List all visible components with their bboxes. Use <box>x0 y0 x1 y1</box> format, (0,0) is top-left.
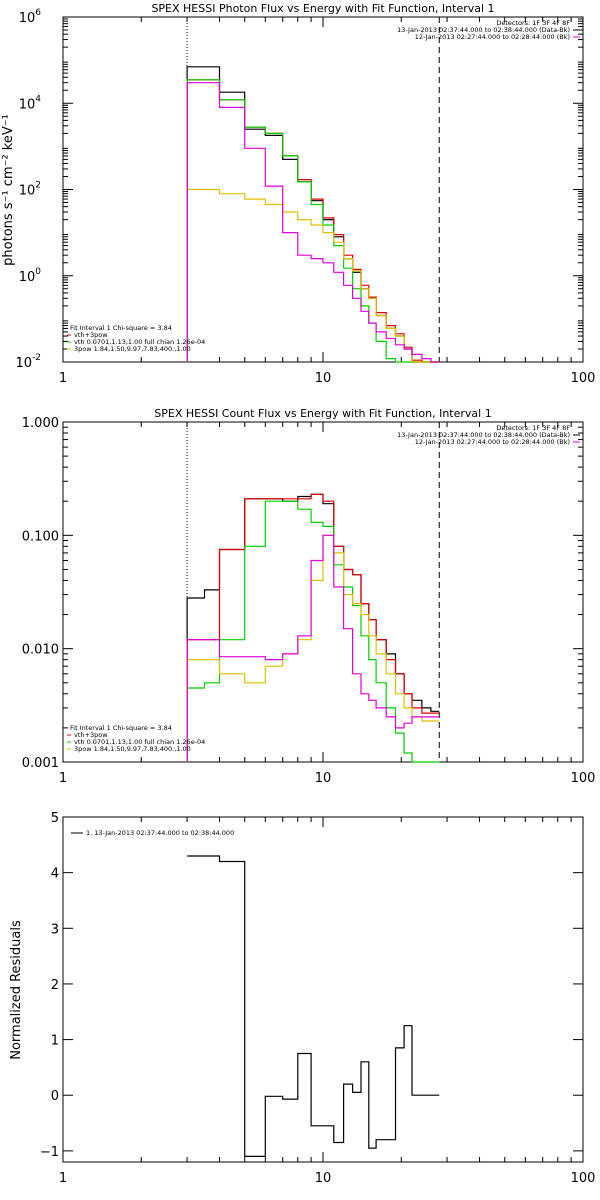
y-tick-label-exponent: 6 <box>35 8 41 18</box>
legend-line: 3pow 1.84,1.50,9.97,7.83,400.,1.00 <box>74 745 191 753</box>
residuals-panel: 1 10 100 −1 0 1 2 3 4 5 Normalized Residuals 1. 13-… <box>9 811 595 1186</box>
x-tick-label: 1 <box>59 1171 67 1186</box>
x-tick-label: 1 <box>59 371 67 386</box>
y-tick-label: 0.010 <box>22 643 59 658</box>
count-flux-panel: SPEX HESSI Count Flux vs Energy with Fit… <box>22 407 596 786</box>
series-vth-3pow-line <box>186 493 440 762</box>
y-tick-label: 0 <box>51 1089 59 1104</box>
y-tick-label: 104 <box>19 94 42 112</box>
legend-line: vth+3pow <box>74 331 108 339</box>
photon-flux-panel: SPEX HESSI Photon Flux vs Energy with Fi… <box>1 2 595 386</box>
y-tick-label: 3 <box>51 922 59 937</box>
info-text-line: 13-Jan-2013 02:37:44.000 to 02:38:44.000… <box>397 431 570 439</box>
y-tick-label-exponent: 2 <box>35 181 41 191</box>
info-text-line: 13-Jan-2013 02:37:44.000 to 02:38:44.000… <box>397 26 570 34</box>
series-data-bk-line <box>186 493 440 762</box>
y-tick-label: 4 <box>51 867 59 882</box>
series-bk-line <box>186 82 440 363</box>
series-vth-line <box>186 79 440 363</box>
info-text-line: Detectors: 1F 3F 4F 8F <box>496 424 570 432</box>
series-residuals-line <box>187 855 440 1157</box>
series-vth-line <box>186 500 440 763</box>
y-tick-label: 1.000 <box>22 416 59 431</box>
y-tick-label: −1 <box>40 1145 59 1160</box>
series-data-bk-line <box>186 66 440 363</box>
legend-line: vth+3pow <box>74 731 108 739</box>
plot-frame <box>62 816 584 1163</box>
legend-line: vth 0.0701,1.13,1.00 full chian 1.26e-04 <box>74 338 205 346</box>
x-tick-label: 1 <box>59 771 67 786</box>
x-tick-label: 100 <box>571 771 596 786</box>
y-tick-label-base: 10 <box>19 97 36 112</box>
plot-title: SPEX HESSI Photon Flux vs Energy with Fi… <box>151 2 494 15</box>
y-tick-label-exponent: -2 <box>32 353 41 363</box>
y-tick-label: 102 <box>19 181 41 199</box>
legend-line: 3pow 1.84,1.50,9.97,7.83,400.,1.00 <box>74 345 191 353</box>
plot-frame <box>62 421 584 763</box>
y-tick-label: 1 <box>51 1034 59 1049</box>
y-tick-label-base: 10 <box>19 11 36 26</box>
y-tick-label: 5 <box>51 811 59 826</box>
series-vth-3pow-line <box>186 79 440 363</box>
info-text-line: 12-Jan-2013 02:27:44.000 to 02:28:44.000… <box>415 33 570 41</box>
info-text-line: 12-Jan-2013 02:27:44.000 to 02:28:44.000… <box>415 438 570 446</box>
y-tick-label: 2 <box>51 978 59 993</box>
legend-line: 1. 13-Jan-2013 02:37:44.000 to 02:38:44.… <box>86 829 234 837</box>
legend-line: vth 0.0701,1.13,1.00 full chian 1.26e-04 <box>74 738 205 746</box>
y-axis-label: Normalized Residuals <box>9 920 24 1060</box>
y-tick-label: 100 <box>19 267 42 285</box>
plot-frame <box>62 16 584 363</box>
x-tick-label: 100 <box>571 371 596 386</box>
y-tick-label-exponent: 0 <box>35 267 41 277</box>
legend-line: Fit Interval 1 Chi-square = 3.84 <box>70 724 172 732</box>
series-3pow-line <box>186 188 440 363</box>
y-tick-label: 10-2 <box>15 353 41 371</box>
y-axis-label: photons s⁻¹ cm⁻² keV⁻¹ <box>1 114 16 266</box>
series-bk-line <box>186 534 440 762</box>
info-text-line: Detectors: 1F 3F 4F 8F <box>496 19 570 27</box>
x-tick-label: 10 <box>315 1171 332 1186</box>
y-tick-label-base: 10 <box>19 184 36 199</box>
y-tick-label: 0.001 <box>22 756 59 771</box>
y-tick-label-base: 10 <box>15 356 32 371</box>
y-tick-label: 0.100 <box>22 529 59 544</box>
y-tick-label-base: 10 <box>19 270 36 285</box>
y-tick-label: 106 <box>19 8 42 26</box>
plot-title: SPEX HESSI Count Flux vs Energy with Fit… <box>154 407 491 420</box>
legend-line: Fit Interval 1 Chi-square = 3.84 <box>70 324 172 332</box>
x-tick-label: 10 <box>315 771 332 786</box>
x-tick-label: 10 <box>315 371 332 386</box>
y-tick-label-exponent: 4 <box>35 94 41 104</box>
x-tick-label: 100 <box>571 1171 596 1186</box>
